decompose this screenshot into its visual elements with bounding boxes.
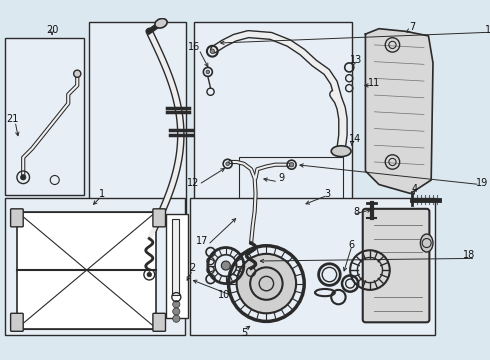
Text: 8: 8 [353, 207, 360, 217]
Bar [172, 219, 179, 295]
Polygon shape [366, 29, 433, 194]
Bar [195, 22, 352, 279]
Text: 15: 15 [485, 24, 490, 35]
FancyBboxPatch shape [11, 209, 23, 227]
Circle shape [172, 315, 180, 322]
Circle shape [21, 175, 26, 180]
FancyBboxPatch shape [153, 209, 166, 227]
Bar [5, 38, 84, 195]
Circle shape [221, 261, 230, 270]
Text: 1: 1 [98, 189, 105, 198]
Circle shape [206, 70, 210, 74]
Text: 17: 17 [196, 236, 209, 246]
Bar [5, 198, 185, 335]
Text: 6: 6 [349, 240, 355, 250]
Circle shape [172, 301, 180, 308]
Text: 12: 12 [187, 178, 199, 188]
Bar [166, 214, 188, 318]
Text: 9: 9 [279, 173, 285, 183]
Circle shape [74, 70, 81, 77]
Ellipse shape [155, 19, 167, 28]
Bar [17, 212, 156, 329]
FancyBboxPatch shape [11, 313, 23, 331]
Bar [190, 198, 435, 335]
Text: 2: 2 [190, 263, 196, 273]
Text: 19: 19 [476, 178, 489, 188]
Circle shape [172, 308, 180, 315]
Text: 3: 3 [324, 189, 331, 198]
Circle shape [210, 49, 215, 54]
Text: 10: 10 [218, 290, 230, 300]
Text: 16: 16 [188, 42, 200, 52]
Text: 5: 5 [241, 328, 247, 338]
Ellipse shape [420, 234, 433, 252]
Text: 7: 7 [409, 22, 416, 32]
Text: 11: 11 [368, 78, 381, 88]
Text: 13: 13 [350, 55, 363, 65]
Ellipse shape [331, 146, 351, 157]
Text: 20: 20 [46, 24, 58, 35]
Circle shape [226, 162, 229, 166]
Text: 21: 21 [6, 114, 19, 124]
Bar [89, 22, 186, 284]
Circle shape [147, 272, 151, 277]
Text: 4: 4 [412, 184, 418, 194]
Text: 14: 14 [348, 135, 361, 144]
Circle shape [289, 162, 294, 167]
FancyBboxPatch shape [153, 313, 166, 331]
Bar [239, 157, 343, 266]
FancyBboxPatch shape [363, 209, 429, 322]
Circle shape [250, 267, 283, 300]
Text: 18: 18 [463, 250, 475, 260]
